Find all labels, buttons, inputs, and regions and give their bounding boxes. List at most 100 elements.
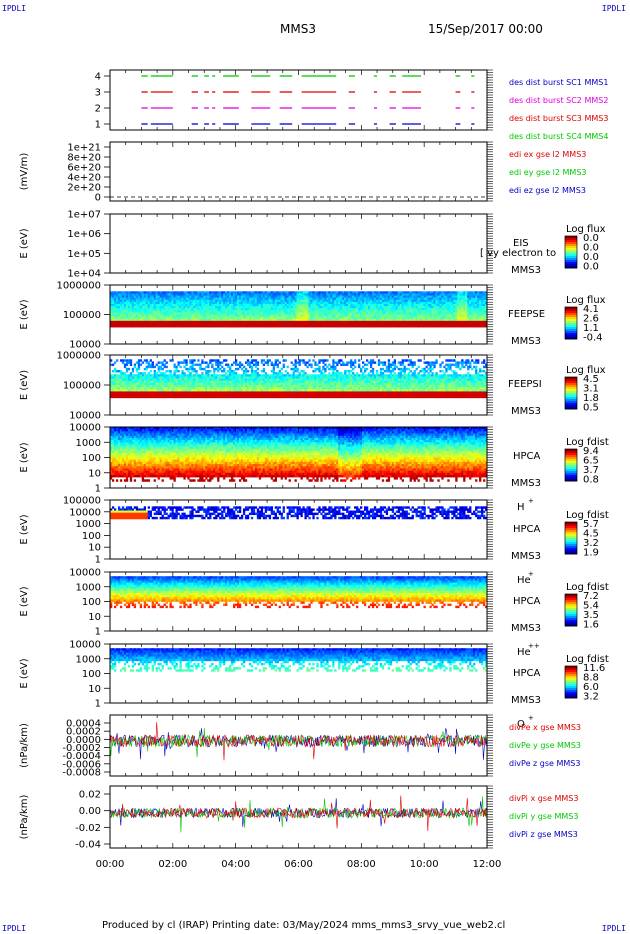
panel-feepsi-spectro-cell (276, 385, 279, 388)
panel-feepsi-spectro-cell (115, 387, 119, 390)
panel-feepse-spectro-cell (167, 314, 170, 317)
panel-feepse-spectro-cell (479, 312, 482, 315)
panel-feepse-spectro-cell (236, 301, 240, 305)
panel-feepse-spectro-cell (413, 314, 416, 317)
panel-feepse-spectro-cell (298, 320, 301, 324)
panel-feepse-spectro-cell (231, 325, 234, 328)
panel-feepse-spectro-cell (113, 301, 117, 305)
panel-feepse-spectro-cell (324, 301, 327, 305)
panel-feepse-spectro-cell (238, 306, 242, 309)
panel-feepse-spectro-cell (238, 291, 242, 294)
panel-feepsi-spectro-cell (161, 380, 164, 384)
panel-feepse-spectro-cell (407, 318, 410, 322)
panel-feepse-spectro-cell (141, 291, 145, 294)
panel-feepse-spectro-cell (229, 293, 232, 296)
panel-feepsi-spectro-cell (278, 374, 281, 377)
panel-feepse-spectro-cell (399, 297, 402, 301)
panel-feepse-spectro-cell (467, 314, 470, 317)
panel-feepsi-spectro-cell (201, 395, 204, 399)
panel-feepse-spectro-cell (326, 322, 329, 326)
panel-feepse-spectro-cell (258, 308, 262, 311)
panel-feepse-spectro-cell (481, 316, 484, 320)
panel-feepsi-spectro-cell (256, 393, 260, 397)
panel-feepse-spectro-cell (461, 293, 464, 296)
panel-feepse-spectro-cell (169, 299, 172, 303)
panel-feepse-spectro-cell (481, 301, 484, 305)
panel-feepsi-spectro-cell (199, 367, 202, 371)
panel-feepsi-spectro-cell (246, 363, 250, 367)
panel-feepse-spectro-cell (350, 322, 353, 326)
panel-feepse-spectro-cell (483, 303, 486, 307)
panel-feepsi-spectro-cell (179, 385, 182, 388)
panel-feepsi-spectro-cell (268, 382, 272, 386)
panel-feepsi-spectro-cell (133, 385, 137, 388)
panel-feepse-spectro-cell (119, 301, 123, 305)
panel-feepse-spectro-cell (203, 310, 206, 313)
panel-feepsi-spectro-cell (256, 372, 260, 375)
panel-feepse-spectro-cell (254, 314, 258, 317)
panel-feepsi-spectro-cell (143, 380, 147, 384)
panel-feepse-spectro-cell (371, 303, 375, 307)
panel-feepse-spectro-cell (244, 295, 248, 298)
panel-feepse-spectro-cell (302, 320, 305, 324)
panel-feepsi-spectro-cell (199, 378, 202, 382)
panel-feepse-spectro-cell (316, 314, 319, 317)
panel-feepse-spectro-cell (155, 293, 158, 296)
panel-feepsi-spectro-cell (223, 393, 226, 397)
panel-feepse-spectro-cell (149, 291, 152, 294)
panel-feepsi-spectro-cell (207, 395, 210, 399)
panel-feepse-spectro-cell (153, 297, 156, 301)
panel-feepse-spectro-cell (433, 322, 436, 326)
panel-feepsi-spectro-cell (125, 363, 129, 367)
panel-feepsi-spectro-cell (137, 385, 141, 388)
panel-feepsi-spectro-cell (201, 387, 204, 390)
panel-feepsi-spectro-cell (111, 374, 115, 377)
panel-feepse-spectro-cell (338, 308, 341, 311)
panel-feepsi-spectro-cell (258, 393, 262, 397)
panel-feepsi-spectro-cell (155, 380, 158, 384)
panel-feepsi-spectro-cell (121, 389, 125, 392)
panel-feepse-spectro-cell (461, 308, 464, 311)
panel-feepse-spectro-cell (415, 310, 418, 313)
panel-feepsi-spectro-cell (221, 382, 224, 386)
panel-feepse-spectro-cell (344, 320, 347, 324)
panel-eis-colorbar-cell (565, 258, 577, 261)
panel-feepse-spectro-cell (240, 293, 244, 296)
panel-feepsi-spectro-cell (286, 372, 289, 375)
panel-feepse-spectro-cell (354, 306, 357, 309)
panel-feepse-spectro-cell (348, 310, 351, 313)
panel-feepse-spectro-cell (137, 293, 141, 296)
panel-feepsi-spectro-cell (201, 376, 204, 379)
panel-feepse-spectro-cell (379, 295, 383, 298)
panel-feepse-spectro-cell (153, 320, 156, 324)
panel-feepse-spectro-cell (395, 320, 399, 324)
panel-feepse-spectro-cell (405, 318, 408, 322)
panel-feepse-spectro-cell (117, 312, 121, 315)
panel-feepse-spectro-cell (229, 320, 232, 324)
panel-feepsi-spectro-cell (258, 395, 262, 399)
panel-feepsi-spectro-cell (147, 363, 150, 367)
panel-feepse-spectro-cell (129, 318, 133, 322)
panel-feepsi-spectro-cell (185, 395, 188, 399)
panel-feepse-spectro-cell (367, 303, 371, 307)
panel-feepsi-spectro-cell (163, 387, 166, 390)
panel-feepse-spectro-cell (477, 316, 480, 320)
panel-feepse-spectro-cell (338, 303, 341, 307)
panel-feepsi-spectro-cell (147, 393, 150, 397)
panel-feepsi-spectro-cell (209, 393, 212, 397)
panel-feepse-spectro-cell (417, 325, 420, 328)
panel-feepse-spectro-cell (145, 297, 148, 301)
panel-feepse-spectro-cell (193, 295, 196, 298)
panel-feepse-spectro-cell (310, 322, 313, 326)
panel-feepse-spectro-cell (131, 325, 135, 328)
panel-feepse-spectro-cell (149, 293, 152, 296)
panel-feepse-spectro-cell (485, 306, 488, 309)
panel-feepse-spectro-cell (419, 295, 422, 298)
panel-feepse-spectro-cell (125, 314, 129, 317)
panel-feepsi-spectro-cell (181, 393, 184, 397)
panel-feepse-spectro-cell (421, 299, 424, 303)
panel-feepsi-spectro-cell (169, 389, 172, 392)
panel-feepse-spectro-cell (401, 293, 404, 296)
panel-feepse-spectro-cell (312, 310, 315, 313)
panel-feepse-spectro-cell (475, 293, 478, 296)
